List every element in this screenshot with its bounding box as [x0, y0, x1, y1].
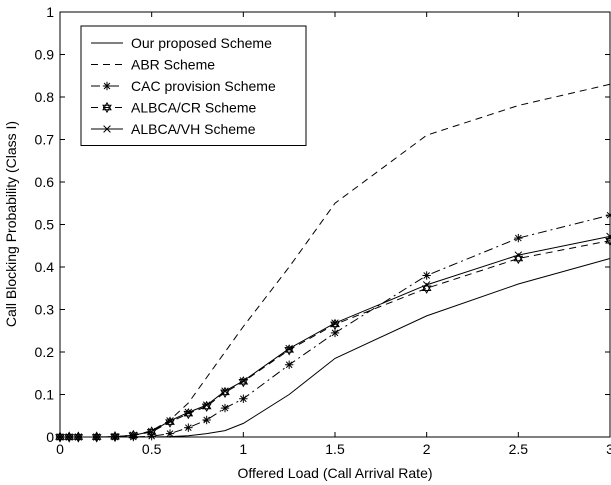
x-marker [92, 433, 101, 441]
star-marker [515, 234, 522, 242]
x-marker [129, 431, 138, 440]
x-marker [606, 234, 611, 241]
y-tick-label: 0.8 [35, 89, 55, 105]
y-tick-label: 0.7 [35, 132, 55, 148]
hexagram-marker [73, 434, 84, 443]
x-tick-label: 0.5 [142, 441, 162, 457]
x-marker [239, 377, 248, 385]
star-marker [285, 361, 293, 369]
hexagram-marker [513, 255, 524, 265]
hexagram-marker [220, 386, 230, 396]
y-tick-label: 0.6 [35, 174, 55, 190]
x-tick-label: 3 [606, 441, 611, 457]
y-tick-label: 0.4 [35, 259, 55, 275]
legend-label: ALBCA/VH Scheme [131, 121, 256, 137]
hexagram-marker [110, 430, 120, 440]
legend-item: ABR Scheme [91, 57, 215, 73]
hexagram-marker [165, 416, 175, 425]
hexagram-marker [55, 431, 65, 440]
hexagram-marker [110, 433, 120, 443]
x-marker [147, 427, 156, 436]
y-tick-label: 0.1 [35, 387, 55, 403]
x-tick-label: 2 [423, 441, 431, 457]
legend-item: Our proposed Scheme [91, 35, 272, 51]
y-tick-label: 1 [46, 4, 54, 20]
hexagram-marker [91, 431, 102, 440]
hexagram-marker [64, 431, 75, 440]
y-tick-label: 0.5 [35, 217, 55, 233]
hexagram-marker [238, 376, 249, 385]
legend-label: Our proposed Scheme [131, 35, 272, 51]
hexagram-marker [421, 285, 432, 294]
x-marker [166, 417, 174, 425]
legend: Our proposed Scheme ABR Scheme CAC provisi… [80, 25, 307, 146]
y-tick-label: 0.2 [35, 344, 55, 360]
series-5 [56, 232, 611, 441]
hexagram-marker [284, 344, 295, 353]
x-marker [202, 401, 211, 409]
star-marker [166, 430, 174, 437]
y-axis-label: Call Blocking Probability (Class I) [3, 121, 19, 327]
star-marker [606, 213, 611, 219]
hexagram-marker [128, 432, 139, 441]
star-marker [221, 404, 229, 412]
hexagram-marker [128, 429, 139, 439]
y-tick-label: 0.9 [35, 47, 55, 63]
x-marker [184, 408, 193, 417]
x-tick-label: 1.5 [325, 441, 345, 457]
hexagram-marker [201, 400, 212, 410]
star-marker [331, 329, 339, 337]
x-marker [422, 281, 431, 289]
x-tick-label: 0 [56, 441, 64, 457]
hexagram-marker [330, 318, 340, 328]
hexagram-marker [55, 434, 65, 443]
legend-label: ABR Scheme [131, 57, 215, 73]
x-tick-label: 2.5 [509, 441, 529, 457]
hexagram-marker [605, 235, 611, 244]
x-axis-label: Offered Load (Call Arrival Rate) [237, 465, 432, 481]
hexagram-marker [183, 408, 194, 417]
star-marker [240, 395, 247, 403]
x-tick-label: 1 [239, 441, 247, 457]
x-marker [74, 433, 83, 441]
x-marker [331, 319, 339, 327]
legend-item: ALBCA/VH Scheme [91, 121, 256, 137]
x-marker [514, 251, 523, 259]
star-marker [203, 416, 210, 424]
legend-label: CAC provision Scheme [131, 78, 276, 94]
star-marker [185, 424, 192, 431]
y-tick-label: 0 [46, 429, 54, 445]
hexagram-marker [102, 104, 112, 114]
x-marker [285, 344, 293, 353]
x-marker [56, 433, 64, 441]
series-layer [55, 83, 611, 443]
x-marker [103, 125, 111, 133]
hexagram-marker [605, 237, 611, 247]
star-marker [423, 272, 430, 279]
hexagram-marker [91, 434, 102, 443]
axis-ticks: 0 0.5 1 1.5 2 2.5 3 0 0.1 0.2 0.3 0.4 0.5 0.6 0.7 0.8 0.… [35, 4, 611, 457]
legend-item: CAC provision Scheme [91, 78, 276, 94]
hexagram-marker [73, 431, 84, 440]
y-tick-label: 0.3 [35, 302, 55, 318]
hexagram-marker [102, 101, 112, 111]
legend-item: ALBCA/CR Scheme [91, 100, 256, 116]
x-marker [221, 387, 229, 395]
legend-label: ALBCA/CR Scheme [131, 100, 256, 116]
hexagram-marker [64, 434, 75, 443]
x-marker [111, 432, 119, 441]
star-marker [103, 82, 111, 90]
x-marker [65, 433, 73, 441]
